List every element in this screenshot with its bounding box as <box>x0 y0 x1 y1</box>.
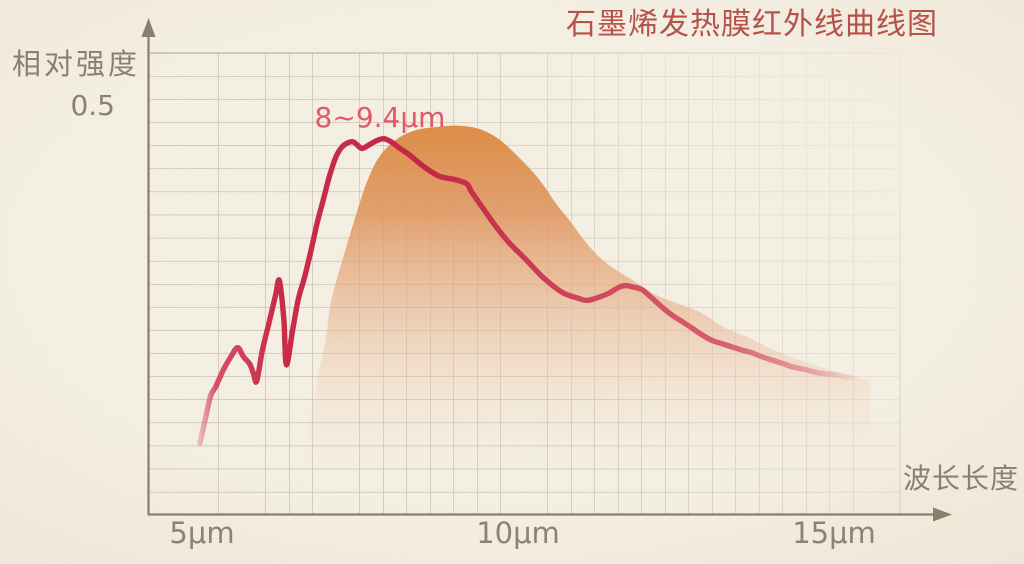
x-tick-5um: 5μm <box>169 516 235 550</box>
y-axis-tick-label: 0.5 <box>70 89 115 122</box>
chart-title: 石墨烯发热膜红外线曲线图 <box>566 7 938 42</box>
x-tick-15um: 15μm <box>792 516 876 550</box>
x-tick-10um: 10μm <box>476 516 560 550</box>
y-axis-arrow-icon <box>141 18 156 37</box>
y-axis-label: 相对强度 <box>12 47 141 81</box>
x-axis-label: 波长长度 <box>903 462 1020 495</box>
x-axis-arrow-icon <box>933 507 952 522</box>
peak-range-annotation: 8~9.4μm <box>314 101 446 134</box>
